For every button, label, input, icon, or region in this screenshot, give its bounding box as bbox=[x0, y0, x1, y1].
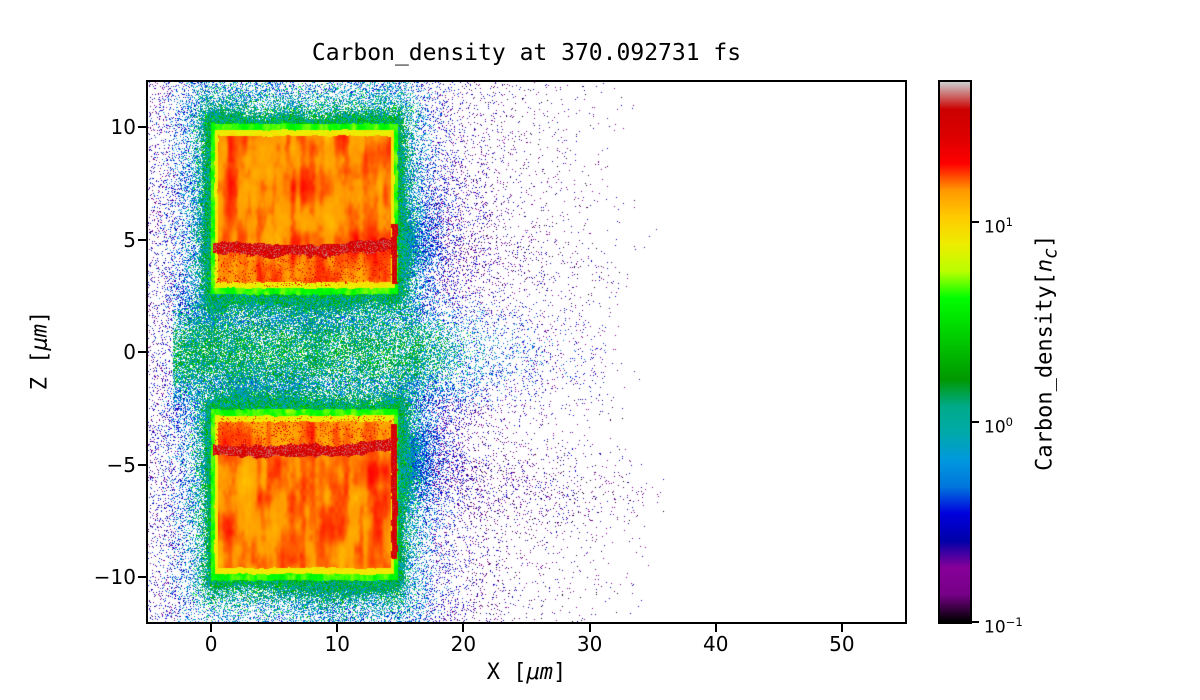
plot-frame bbox=[146, 80, 907, 624]
x-tick-mark bbox=[210, 624, 213, 632]
x-tick-mark bbox=[462, 624, 465, 632]
colorbar-tick-label: 100 bbox=[984, 414, 1013, 438]
y-tick-label: −10 bbox=[93, 565, 136, 589]
colorbar-label-math: n bbox=[1032, 258, 1058, 273]
colorbar-tick-exponent: 0 bbox=[1005, 414, 1013, 429]
colorbar-tick-label: 101 bbox=[984, 214, 1013, 238]
x-tick-label: 20 bbox=[450, 632, 477, 656]
y-tick-mark bbox=[138, 238, 146, 241]
colorbar-gradient bbox=[940, 82, 970, 622]
colorbar-frame bbox=[938, 80, 972, 624]
y-tick-mark bbox=[138, 351, 146, 353]
y-tick-mark bbox=[138, 576, 146, 578]
y-tick-label: 5 bbox=[123, 227, 136, 252]
colorbar-label-post: ] bbox=[1032, 234, 1058, 248]
colorbar-tick-exponent: 1 bbox=[1005, 214, 1013, 229]
x-tick-label: 30 bbox=[576, 632, 603, 656]
x-axis-label-math: μm bbox=[526, 660, 554, 685]
x-tick-label: 0 bbox=[204, 632, 218, 656]
colorbar-tick-label: 10−1 bbox=[984, 615, 1023, 638]
colorbar-tick-mark bbox=[972, 420, 979, 423]
colorbar-label-pre: Carbon_density[ bbox=[1032, 272, 1058, 471]
y-axis-label-math: μm bbox=[27, 324, 53, 351]
y-axis-label: Z [μm] bbox=[28, 81, 53, 621]
x-tick-mark bbox=[714, 624, 717, 632]
heatmap-canvas bbox=[148, 82, 905, 622]
colorbar-tick-mark bbox=[972, 220, 979, 223]
y-tick-mark bbox=[138, 463, 146, 466]
y-tick-label: −5 bbox=[106, 452, 136, 477]
colorbar-tick-exponent: −1 bbox=[1005, 615, 1023, 629]
x-tick-label: 40 bbox=[703, 632, 729, 656]
x-tick-label: 10 bbox=[324, 632, 350, 656]
y-tick-mark bbox=[138, 126, 146, 128]
x-axis-label-post: ] bbox=[553, 660, 567, 685]
y-axis-label-post: ] bbox=[27, 310, 53, 324]
colorbar-label: Carbon_density[nc] bbox=[1032, 83, 1061, 623]
x-tick-mark bbox=[588, 624, 591, 632]
x-tick-mark bbox=[840, 624, 843, 632]
y-tick-label: 10 bbox=[110, 115, 136, 139]
x-axis-label: X [μm] bbox=[148, 660, 905, 685]
colorbar-tick-mark bbox=[972, 621, 979, 623]
y-tick-label: 0 bbox=[123, 340, 136, 364]
colorbar-label-sub: c bbox=[1040, 247, 1062, 259]
x-tick-label: 50 bbox=[829, 632, 855, 656]
x-tick-mark bbox=[336, 624, 339, 632]
chart-title: Carbon_density at 370.092731 fs bbox=[311, 40, 742, 66]
y-axis-label-pre: Z [ bbox=[27, 350, 53, 391]
x-axis-label-pre: X [ bbox=[486, 660, 527, 685]
